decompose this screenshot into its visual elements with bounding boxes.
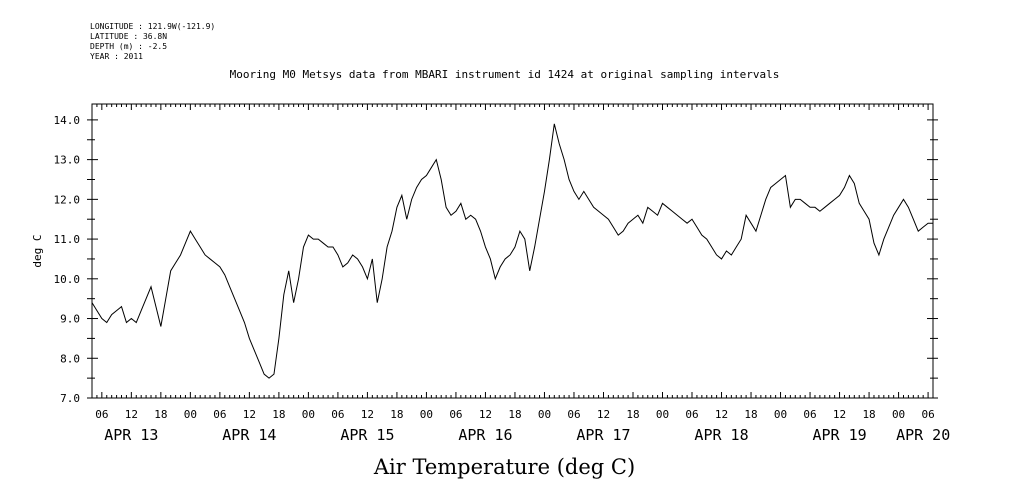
tick-labels: 7.0 8.0 9.0 10.0 11.0 12.0 13.0 14.0 deg C 06 12 18…	[31, 114, 950, 444]
x-hour-label: 06	[449, 408, 462, 421]
y-tick-label: 8.0	[60, 352, 80, 365]
x-hour-label: 00	[892, 408, 905, 421]
x-day-label: APR 13	[104, 426, 158, 444]
x-day-label: APR 14	[222, 426, 276, 444]
y-tick-label: 10.0	[54, 273, 81, 286]
x-hour-label: 12	[833, 408, 846, 421]
x-hour-label: 06	[567, 408, 580, 421]
x-hour-label: 12	[243, 408, 256, 421]
x-day-label: APR 15	[340, 426, 394, 444]
air-temperature-series-line	[91, 123, 933, 379]
y-tick-label: 11.0	[54, 233, 81, 246]
x-day-label: APR 19	[812, 426, 866, 444]
x-hour-label: 12	[715, 408, 728, 421]
x-hour-label: 06	[921, 408, 934, 421]
axes	[87, 103, 938, 399]
x-hour-label: 18	[272, 408, 285, 421]
year-label: YEAR : 2011	[90, 52, 143, 61]
x-hour-label: 00	[420, 408, 433, 421]
x-day-label: APR 18	[694, 426, 748, 444]
x-hour-label: 00	[774, 408, 787, 421]
x-hour-label: 00	[184, 408, 197, 421]
y-tick-label: 7.0	[60, 392, 80, 405]
x-hour-label: 06	[685, 408, 698, 421]
x-hour-label: 18	[626, 408, 639, 421]
longitude-label: LONGITUDE : 121.9W(-121.9)	[90, 22, 216, 31]
x-hour-label: 00	[302, 408, 315, 421]
x-hour-label: 18	[390, 408, 403, 421]
x-hour-label: 06	[95, 408, 108, 421]
plot-frame	[91, 103, 934, 399]
x-hour-label: 12	[479, 408, 492, 421]
data-layer	[91, 123, 933, 379]
latitude-label: LATITUDE : 36.8N	[90, 32, 168, 41]
x-day-label: APR 20	[896, 426, 950, 444]
x-hour-label: 18	[508, 408, 521, 421]
x-hour-label: 06	[331, 408, 344, 421]
x-hour-label: 06	[803, 408, 816, 421]
y-axis-label: deg C	[31, 234, 44, 267]
x-hour-label: 12	[361, 408, 374, 421]
depth-label: DEPTH (m) : -2.5	[90, 42, 168, 51]
y-tick-label: 9.0	[60, 313, 80, 326]
chart-title: Mooring M0 Metsys data from MBARI instru…	[229, 68, 780, 81]
x-day-label: APR 17	[576, 426, 630, 444]
x-hour-label: 00	[656, 408, 669, 421]
x-hour-label: 00	[538, 408, 551, 421]
x-day-label: APR 16	[458, 426, 512, 444]
x-hour-label: 18	[154, 408, 167, 421]
x-hour-label: 12	[125, 408, 138, 421]
y-tick-label: 13.0	[54, 154, 81, 167]
x-hour-label: 06	[213, 408, 226, 421]
x-hour-label: 12	[597, 408, 610, 421]
y-tick-label: 14.0	[54, 114, 81, 127]
x-hour-label: 18	[862, 408, 875, 421]
y-tick-label: 12.0	[54, 193, 81, 206]
x-hour-label: 18	[744, 408, 757, 421]
x-axis-title: Air Temperature (deg C)	[373, 455, 636, 479]
